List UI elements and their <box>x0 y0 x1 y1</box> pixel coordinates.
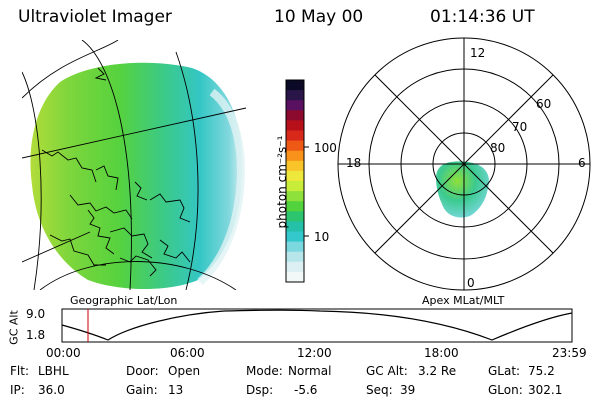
timeline-xtick-0600: 06:00 <box>170 346 205 360</box>
time-label: 01:14:36 UT <box>430 7 535 27</box>
colorbar-cell <box>286 140 304 152</box>
mode-value: Normal <box>288 364 332 378</box>
earth-disk <box>30 62 243 289</box>
mlt-label-12: 12 <box>470 46 486 60</box>
mlat-label-60: 60 <box>536 97 552 111</box>
gcalt-value: 3.2 Re <box>418 364 457 378</box>
gain-label: Gain: <box>126 383 158 397</box>
ip-label: IP: <box>10 383 25 397</box>
colorbar-cell <box>286 160 304 172</box>
colorbar-cell <box>286 271 304 283</box>
timeline-ytick-low: 1.8 <box>26 328 46 342</box>
altitude-timeline <box>61 308 573 343</box>
flt-value: LBHL <box>38 364 69 378</box>
colorbar <box>285 79 309 283</box>
colorbar-cell <box>286 251 304 263</box>
date-label: 10 May 00 <box>274 7 364 27</box>
colorbar-cell <box>286 181 304 192</box>
colorbar-cell <box>286 241 304 253</box>
colorbar-cell <box>286 130 304 142</box>
flt-label: Flt: <box>10 364 29 378</box>
colorbar-cell <box>286 221 304 232</box>
colorbar-tick-10: 10 <box>314 230 330 244</box>
colorbar-cell <box>286 150 304 162</box>
colorbar-cell <box>286 201 304 212</box>
mlat-label-80: 80 <box>490 141 506 155</box>
colorbar-cell <box>286 170 304 182</box>
mode-label: Mode: <box>246 364 283 378</box>
colorbar-tick-100: 100 <box>314 141 337 155</box>
limb-haze <box>197 88 245 285</box>
gcalt-label: GC Alt: <box>366 364 408 378</box>
right-panel-caption: Apex MLat/MLT <box>422 294 505 307</box>
colorbar-cell <box>286 110 304 121</box>
timeline-ytick-high: 9.0 <box>26 307 46 321</box>
ip-value: 36.0 <box>38 383 65 397</box>
colorbar-cell <box>286 191 304 202</box>
instrument-title: Ultraviolet Imager <box>18 7 172 27</box>
mlat-label-70: 70 <box>512 120 528 134</box>
colorbar-cell <box>286 261 304 273</box>
gain-value: 13 <box>168 383 184 397</box>
colorbar-cell <box>286 90 304 101</box>
colorbar-cell <box>286 120 304 131</box>
mlt-label-6: 6 <box>578 156 586 170</box>
timeline-xtick-2359: 23:59 <box>552 346 587 360</box>
seq-label: Seq: <box>366 383 393 397</box>
door-label: Door: <box>126 364 159 378</box>
glon-value: 302.1 <box>528 383 563 397</box>
dsp-value: -5.6 <box>294 383 318 397</box>
seq-value: 39 <box>400 383 416 397</box>
colorbar-label: photon cm⁻²s⁻¹ <box>275 135 289 229</box>
dsp-label: Dsp: <box>246 383 274 397</box>
timeline-xtick-1200: 12:00 <box>297 346 332 360</box>
mlt-label-0: 0 <box>467 276 475 290</box>
door-value: Open <box>168 364 201 378</box>
colorbar-cell <box>286 100 304 111</box>
mlt-label-18: 18 <box>346 156 362 170</box>
timeline-xtick-1800: 18:00 <box>424 346 459 360</box>
glat-label: GLat: <box>488 364 521 378</box>
timeline-ylabel: GC Alt <box>7 310 21 345</box>
timeline-xtick-0000: 00:00 <box>46 346 81 360</box>
colorbar-cell <box>286 231 304 243</box>
glon-label: GLon: <box>488 383 523 397</box>
geographic-image <box>22 40 247 290</box>
colorbar-cell <box>286 211 304 222</box>
altitude-curve <box>61 309 573 341</box>
left-panel-caption: Geographic Lat/Lon <box>70 294 178 307</box>
polar-plot <box>337 37 591 291</box>
colorbar-cell <box>286 80 304 91</box>
latlon-grid <box>22 40 247 290</box>
glat-value: 75.2 <box>528 364 555 378</box>
